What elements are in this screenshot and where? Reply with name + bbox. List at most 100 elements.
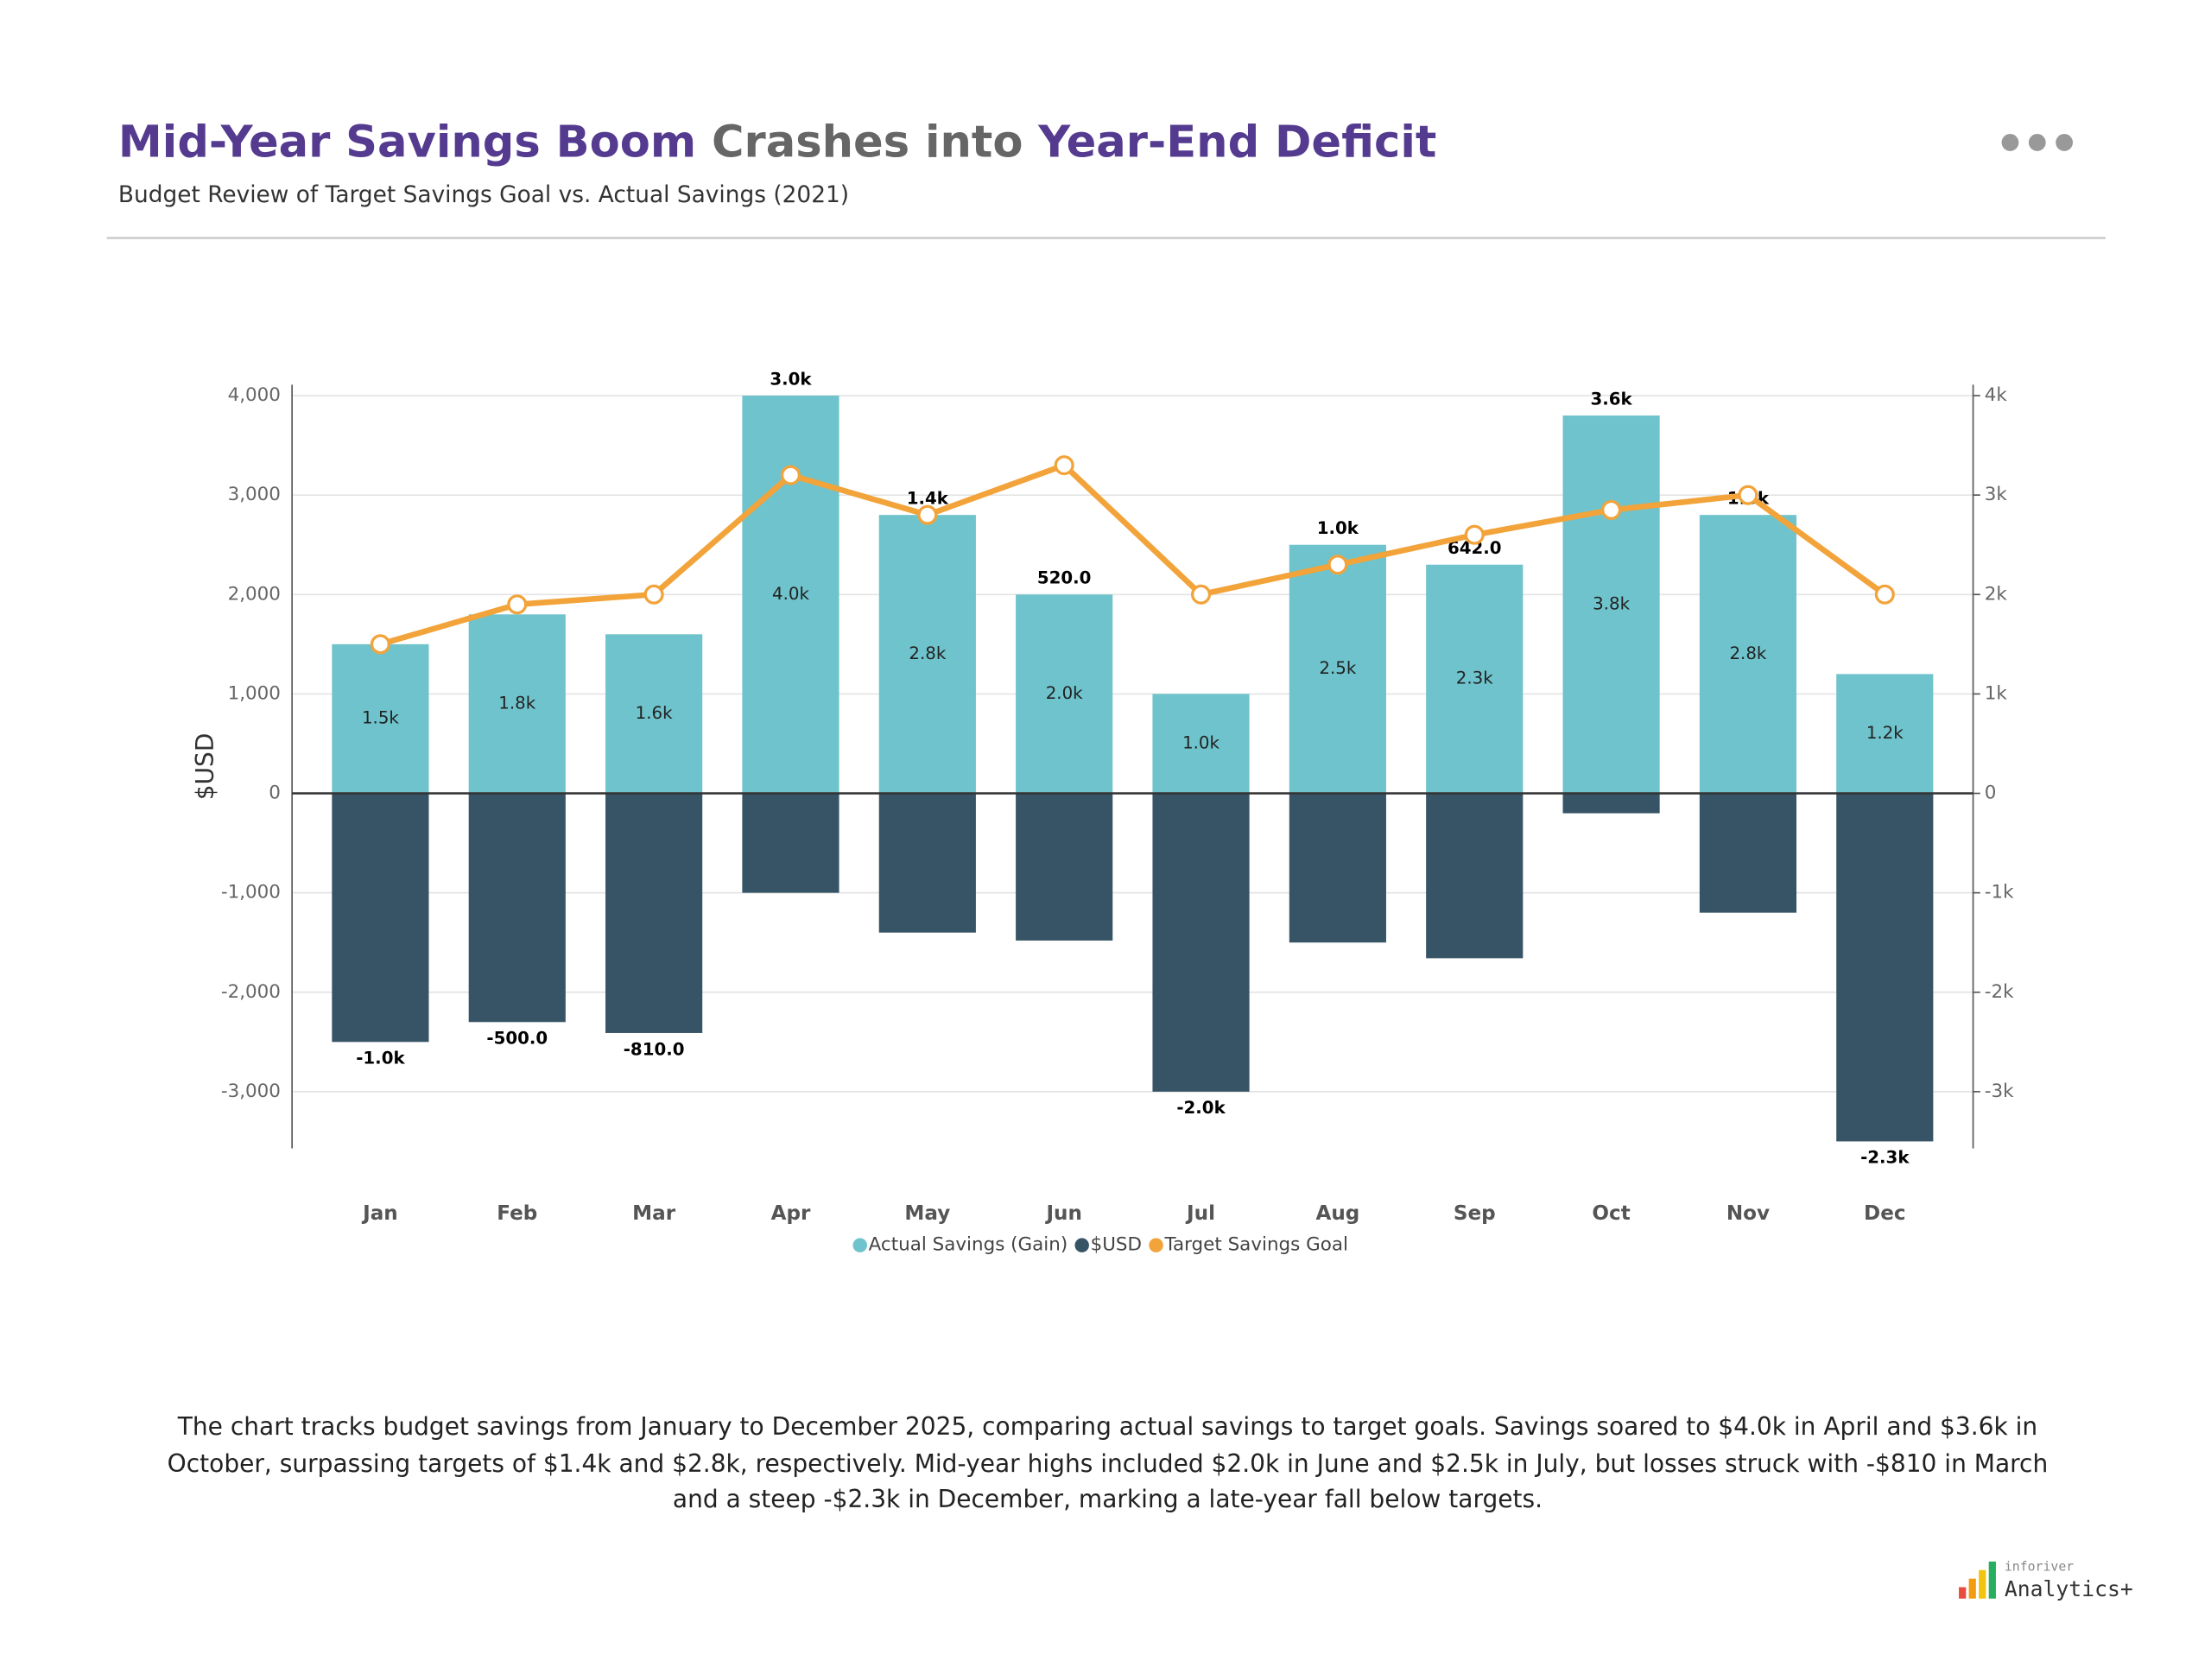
bar	[468, 793, 566, 1023]
x-tick-label: Apr	[771, 1202, 811, 1225]
line-point	[917, 504, 938, 525]
bar	[742, 793, 839, 893]
x-tick-label: Aug	[1315, 1202, 1359, 1225]
bar	[878, 793, 976, 933]
bar	[332, 643, 429, 794]
x-tick-label: May	[904, 1202, 950, 1225]
net-label: -810.0	[624, 1039, 685, 1059]
bar-value-label: 2.5k	[1319, 658, 1356, 678]
legend-label: $USD	[1091, 1234, 1142, 1256]
net-label: -1.0k	[356, 1049, 405, 1068]
line-point	[1874, 584, 1895, 605]
logo-bar	[1959, 1587, 1967, 1599]
y-tick-label: -2,000	[221, 981, 281, 1003]
menu-dot[interactable]	[2001, 134, 2019, 151]
bar-value-label: 2.8k	[909, 643, 946, 663]
x-tick-label: Nov	[1726, 1202, 1770, 1225]
logo-bar	[1988, 1561, 1996, 1599]
line	[379, 462, 1887, 647]
legend-marker	[852, 1238, 867, 1252]
y-tick-label: -3,000	[221, 1081, 281, 1102]
net-label: -2.0k	[1176, 1098, 1226, 1118]
y-tick-label: 1,000	[228, 682, 281, 704]
bar-value-label: 4.0k	[772, 584, 809, 604]
menu-dot[interactable]	[2028, 134, 2046, 151]
net-label: 3.6k	[1590, 389, 1632, 409]
net-label: 1.4k	[907, 489, 949, 509]
x-tick-label: Mar	[632, 1202, 676, 1225]
y2-tick-label: 1k	[1985, 682, 2008, 704]
y-tick-label: -1,000	[221, 882, 281, 903]
y2-tick-label: 3k	[1985, 484, 2008, 505]
bar-value-label: 1.5k	[362, 708, 399, 728]
x-tick-label: Jan	[361, 1202, 398, 1225]
line-point	[1738, 485, 1758, 505]
bar	[878, 515, 976, 794]
bar	[1152, 694, 1250, 794]
net-label: 1.0k	[1317, 518, 1359, 538]
line-point	[1190, 584, 1212, 605]
bar	[468, 614, 566, 794]
net-label: 642.0	[1448, 538, 1502, 558]
bar	[1562, 415, 1660, 794]
x-tick-label: Oct	[1592, 1202, 1630, 1225]
bar-value-label: 3.8k	[1593, 593, 1630, 613]
line-point	[1054, 455, 1074, 476]
title: Mid-Year Savings Boom Crashes into Year-…	[118, 117, 1436, 168]
y2-tick-label: -2k	[1985, 981, 2014, 1003]
line-point	[780, 465, 801, 485]
y-tick-label: 4,000	[228, 384, 281, 406]
y2-tick-label: 4k	[1985, 384, 2008, 406]
x-tick-label: Feb	[497, 1202, 537, 1225]
legend: Actual Savings (Gain) $USD Target Savings …	[852, 1234, 1348, 1256]
y2-tick-label: 0	[1985, 783, 1997, 804]
bar	[1562, 793, 1660, 814]
bar-value-label: 2.0k	[1046, 683, 1083, 703]
net-label: -2.3k	[1860, 1148, 1910, 1168]
y2-tick-label: 2k	[1985, 583, 2008, 605]
bar	[1699, 793, 1797, 913]
x-tick-label: Jul	[1185, 1202, 1215, 1225]
title-part: Mid-Year Savings Boom	[117, 117, 697, 168]
bar-value-label: 1.6k	[636, 703, 673, 723]
bar	[1289, 793, 1386, 943]
line-point	[507, 594, 528, 615]
bar-value-label: 1.2k	[1866, 723, 1904, 743]
bar	[1016, 594, 1113, 794]
bar-value-label: 2.3k	[1456, 669, 1493, 688]
net-label: -500.0	[486, 1029, 548, 1049]
logo-bar	[1968, 1578, 1976, 1599]
bar	[1289, 544, 1386, 794]
bar	[1699, 515, 1797, 794]
bar	[1426, 564, 1524, 794]
bar	[1016, 793, 1113, 941]
line-point	[370, 634, 390, 655]
y-tick-label: 0	[269, 783, 281, 804]
logo-small: inforiver	[2005, 1559, 2074, 1574]
grid	[292, 395, 1973, 1093]
legend-marker	[1149, 1238, 1163, 1252]
title-part: Crashes into	[711, 117, 1023, 168]
caption: The chart tracks budget savings from Jan…	[167, 1413, 2049, 1515]
y2-tick-label: -1k	[1985, 882, 2014, 903]
legend-label: Actual Savings (Gain)	[869, 1234, 1068, 1256]
menu-dot[interactable]	[2056, 134, 2074, 151]
line-point	[1464, 524, 1485, 545]
x-tick-label: Sep	[1454, 1202, 1496, 1225]
y-axis-label: $USD	[191, 733, 219, 801]
line-point	[1327, 555, 1348, 575]
net-label: 3.0k	[770, 369, 812, 389]
bar-value-label: 1.0k	[1182, 732, 1220, 752]
logo: inforiver Analytics+	[1959, 1559, 2133, 1601]
y-tick-label: 3,000	[228, 484, 281, 505]
y2-tick-label: -3k	[1985, 1081, 2014, 1102]
legend-label: Target Savings Goal	[1163, 1234, 1348, 1256]
bar-value-label: 1.8k	[498, 693, 535, 713]
line-point	[643, 584, 664, 605]
legend-marker	[1074, 1238, 1089, 1252]
title-part: Year-End Deficit	[1038, 117, 1437, 168]
bar	[605, 634, 703, 794]
net-label: 520.0	[1037, 568, 1092, 588]
